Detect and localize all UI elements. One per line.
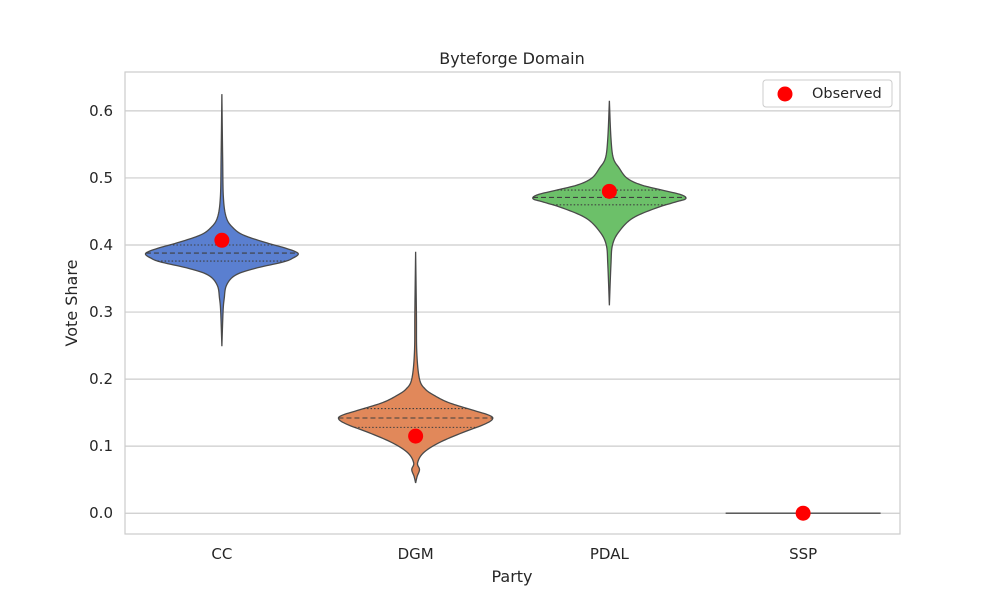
- violin-dgm: [337, 251, 494, 484]
- x-tick-label: SSP: [789, 545, 817, 563]
- observed-point-cc: [214, 232, 230, 248]
- violin-body: [337, 251, 494, 484]
- y-axis-label: Vote Share: [62, 260, 81, 347]
- x-tick-label: DGM: [398, 545, 434, 563]
- x-tick-label: PDAL: [590, 545, 630, 563]
- chart-title: Byteforge Domain: [439, 49, 584, 68]
- x-tick-label: CC: [211, 545, 232, 563]
- observed-point-dgm: [408, 428, 424, 444]
- y-tick-label: 0.0: [89, 504, 113, 522]
- observed-points-layer: [214, 183, 811, 521]
- y-tick-label: 0.1: [89, 437, 113, 455]
- x-axis-label: Party: [491, 567, 532, 586]
- violin-body: [144, 94, 299, 347]
- axes-frame: [124, 71, 901, 535]
- legend-box: [762, 79, 893, 108]
- violin-pdal: [532, 100, 687, 306]
- legend-label-observed: Observed: [812, 86, 882, 102]
- violin-body: [532, 100, 687, 306]
- y-tick-labels: 0.0 0.1 0.2 0.3 0.4 0.5 0.6: [89, 102, 113, 522]
- violin-cc: [144, 94, 299, 347]
- y-tick-label: 0.2: [89, 370, 113, 388]
- y-tick-label: 0.3: [89, 303, 113, 321]
- grid-layer: [125, 110, 900, 514]
- observed-point-pdal: [601, 183, 617, 199]
- x-tick-labels: CC DGM PDAL SSP: [211, 545, 817, 563]
- legend: Observed: [762, 79, 893, 108]
- y-tick-label: 0.5: [89, 169, 113, 187]
- y-tick-label: 0.4: [89, 236, 113, 254]
- observed-point-ssp: [795, 505, 811, 521]
- violin-layer: [144, 94, 881, 514]
- legend-marker-observed: [777, 86, 793, 102]
- y-tick-label: 0.6: [89, 102, 113, 120]
